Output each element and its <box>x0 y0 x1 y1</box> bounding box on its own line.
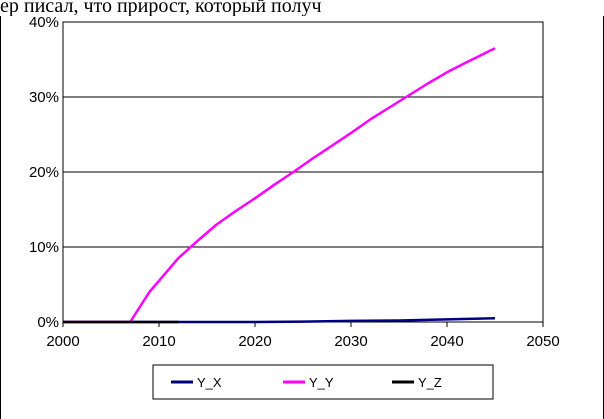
x-tick-label-4: 2040 <box>430 333 463 350</box>
line-chart: 0% 10% 20% 30% 40% 2000 2010 2020 2030 2040 2050 Y_… <box>29 16 560 400</box>
x-tick-label-5: 2050 <box>526 333 559 350</box>
y-tick-label-1: 10% <box>29 239 59 256</box>
legend-label-y-y: Y_Y <box>309 375 334 390</box>
x-tick-label-1: 2010 <box>142 333 175 350</box>
series-line-y-y <box>63 47 496 324</box>
x-tick-label-0: 2000 <box>46 333 79 350</box>
y-tick-label-4: 40% <box>29 16 59 31</box>
y-tick-label-0: 0% <box>37 314 59 331</box>
page-text-fragment: ер писал, что прирост, который получ <box>0 0 322 16</box>
chart-frame: 0% 10% 20% 30% 40% 2000 2010 2020 2030 2040 2050 Y_… <box>0 16 604 419</box>
x-tick-label-2: 2020 <box>238 333 271 350</box>
y-tick-label-2: 20% <box>29 164 59 181</box>
legend-box <box>152 364 494 400</box>
y-tick-label-3: 30% <box>29 89 59 106</box>
legend-label-y-z: Y_Z <box>418 375 442 390</box>
legend-label-y-x: Y_X <box>197 375 222 390</box>
x-tick-label-3: 2030 <box>334 333 367 350</box>
